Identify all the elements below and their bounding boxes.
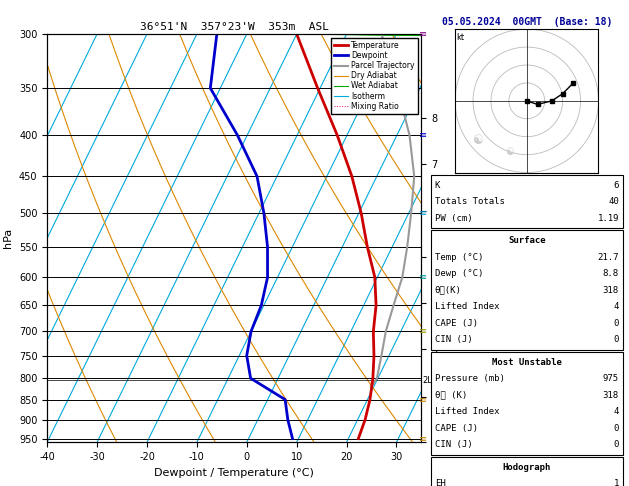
Text: Lifted Index: Lifted Index [435, 302, 499, 311]
Text: CIN (J): CIN (J) [435, 440, 472, 449]
Text: 0: 0 [613, 335, 619, 344]
Text: Pressure (mb): Pressure (mb) [435, 374, 504, 383]
Text: 4: 4 [613, 407, 619, 416]
Text: 21.7: 21.7 [598, 253, 619, 261]
Text: Lifted Index: Lifted Index [435, 407, 499, 416]
Text: 2LCL: 2LCL [422, 376, 443, 385]
Text: kt: kt [457, 34, 465, 42]
Text: ☯: ☯ [505, 147, 514, 156]
Text: 0: 0 [613, 440, 619, 449]
Text: ≡: ≡ [419, 327, 426, 336]
Text: CAPE (J): CAPE (J) [435, 319, 477, 328]
Text: Hodograph: Hodograph [503, 463, 551, 471]
Text: ☯: ☯ [473, 134, 484, 147]
Text: Totals Totals: Totals Totals [435, 197, 504, 206]
Y-axis label: km
ASL: km ASL [440, 229, 462, 247]
Text: 318: 318 [603, 391, 619, 399]
Text: K: K [435, 181, 440, 190]
Text: 40: 40 [608, 197, 619, 206]
Text: ≡: ≡ [419, 130, 426, 140]
Text: θᴇ (K): θᴇ (K) [435, 391, 467, 399]
Text: 1.19: 1.19 [598, 214, 619, 223]
Text: 8.8: 8.8 [603, 269, 619, 278]
Text: EH: EH [435, 479, 445, 486]
Text: Temp (°C): Temp (°C) [435, 253, 483, 261]
Text: PW (cm): PW (cm) [435, 214, 472, 223]
Text: 0: 0 [613, 319, 619, 328]
Title: 36°51'N  357°23'W  353m  ASL: 36°51'N 357°23'W 353m ASL [140, 22, 329, 32]
Text: θᴇ(K): θᴇ(K) [435, 286, 462, 295]
Y-axis label: hPa: hPa [3, 228, 13, 248]
Text: 1: 1 [613, 479, 619, 486]
Legend: Temperature, Dewpoint, Parcel Trajectory, Dry Adiabat, Wet Adiabat, Isotherm, Mi: Temperature, Dewpoint, Parcel Trajectory… [331, 38, 418, 114]
Text: 4: 4 [613, 302, 619, 311]
Text: ≡: ≡ [419, 29, 426, 39]
Text: CIN (J): CIN (J) [435, 335, 472, 344]
Text: 975: 975 [603, 374, 619, 383]
Text: ≡: ≡ [419, 208, 426, 218]
Text: CAPE (J): CAPE (J) [435, 424, 477, 433]
Text: ≡: ≡ [419, 434, 426, 444]
Text: Dewp (°C): Dewp (°C) [435, 269, 483, 278]
Text: 0: 0 [613, 424, 619, 433]
Text: Surface: Surface [508, 236, 545, 245]
Text: 318: 318 [603, 286, 619, 295]
Text: Most Unstable: Most Unstable [492, 358, 562, 366]
X-axis label: Dewpoint / Temperature (°C): Dewpoint / Temperature (°C) [154, 468, 314, 478]
Text: ≡: ≡ [419, 272, 426, 282]
Text: 05.05.2024  00GMT  (Base: 18): 05.05.2024 00GMT (Base: 18) [442, 17, 612, 27]
Text: ≡: ≡ [419, 395, 426, 404]
Text: 6: 6 [613, 181, 619, 190]
